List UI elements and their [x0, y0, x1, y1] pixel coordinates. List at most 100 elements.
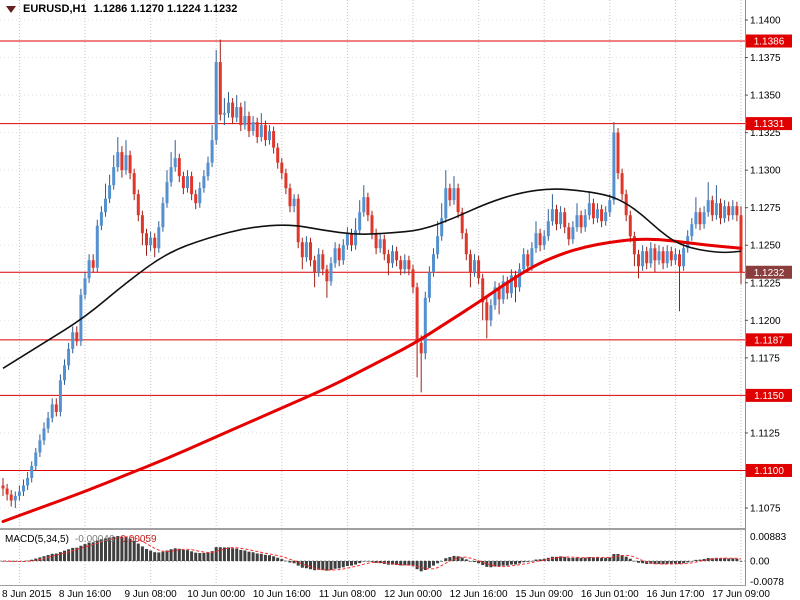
candle-body [374, 233, 378, 249]
candles [1, 39, 743, 508]
macd-bar [173, 548, 177, 561]
macd-bar [489, 561, 493, 568]
macd-bar [522, 561, 526, 563]
candle-body [596, 209, 599, 219]
y-axis-label: 1.1400 [750, 16, 781, 27]
candle-body [67, 348, 71, 366]
candle [99, 206, 103, 231]
candle-body [186, 176, 189, 189]
candle-body [370, 215, 374, 234]
candle-body [91, 260, 95, 268]
candle [427, 266, 431, 303]
macd-bar [628, 558, 632, 561]
candle-body [345, 233, 349, 246]
macd-bar [104, 538, 107, 561]
macd-bar [378, 561, 382, 564]
candle-body [259, 125, 263, 138]
macd-bar [325, 561, 329, 571]
candle-body [17, 491, 21, 496]
macd-bar [427, 561, 431, 568]
candle-body [157, 227, 161, 249]
macd-indicator-label: MACD(5,34,5) -0.00046 0.00059 [5, 534, 157, 545]
candle-body [645, 251, 649, 264]
macd-bar [698, 559, 702, 561]
macd-bar [124, 537, 128, 561]
y-axis-label: 1.1300 [750, 166, 781, 177]
macd-bar [161, 551, 165, 561]
candle [341, 239, 345, 265]
candle-body [46, 417, 50, 429]
candle-body [34, 452, 38, 466]
candle-body [198, 188, 202, 204]
macd-bar [468, 561, 472, 562]
candle [1, 477, 5, 496]
candle-body [444, 188, 448, 219]
candle [702, 206, 706, 229]
candle-body [616, 132, 620, 174]
candle [538, 228, 542, 252]
symbol-dropdown-icon[interactable] [6, 5, 16, 13]
candle [632, 231, 636, 267]
candle-body [477, 260, 481, 279]
candle [42, 422, 46, 445]
candle [71, 326, 75, 354]
candle-body [42, 428, 46, 441]
macd-bar [309, 561, 312, 570]
candle [153, 233, 157, 258]
x-axis-label: 8 Jun 2015 [2, 589, 52, 600]
macd-bar [731, 558, 735, 561]
candle [165, 170, 169, 208]
candle [546, 209, 550, 241]
candle [575, 203, 579, 232]
candle [649, 242, 653, 268]
macd-bar [9, 561, 13, 562]
candle [198, 182, 202, 208]
candle [731, 200, 735, 220]
macd-bar [518, 561, 522, 564]
macd-bar [436, 561, 440, 564]
macd-bar [26, 560, 30, 562]
candle [206, 156, 210, 181]
macd-bar [407, 561, 411, 566]
macd-bar [723, 558, 727, 561]
macd-bar [514, 561, 517, 565]
macd-bar [497, 561, 501, 567]
candle [579, 210, 583, 234]
candle [181, 171, 185, 195]
price-line-label-text: 1.1187 [754, 335, 784, 346]
macd-bar [563, 556, 567, 561]
macd-axis-top-label: 0.00883 [750, 532, 787, 543]
candle [63, 359, 66, 385]
macd-bar [169, 549, 173, 561]
candle-body [452, 188, 456, 201]
candle-body [591, 203, 595, 219]
candle [395, 246, 399, 267]
candle-body [493, 287, 497, 306]
candle-body [169, 167, 173, 183]
macd-bar [464, 559, 468, 561]
candle [173, 140, 177, 172]
candle [145, 228, 148, 256]
candle [436, 221, 440, 259]
candle-body [136, 194, 140, 216]
macd-bar [456, 556, 460, 561]
candle [661, 246, 665, 270]
candle [665, 245, 669, 268]
x-axis-label: 8 Jun 16:00 [59, 589, 112, 600]
candle [350, 228, 353, 252]
candle [403, 254, 407, 274]
candle-body [399, 260, 403, 270]
candle [116, 137, 120, 172]
candle [468, 249, 472, 288]
candle-body [604, 212, 608, 222]
candle [313, 255, 317, 288]
macd-bar [198, 553, 202, 561]
candle-body [190, 176, 194, 195]
candle [415, 282, 419, 378]
macd-bar [149, 550, 153, 561]
candle-body [403, 260, 407, 270]
x-axis-label: 17 Jun 09:00 [712, 589, 770, 600]
candle [132, 168, 136, 201]
candle-body [63, 365, 66, 381]
